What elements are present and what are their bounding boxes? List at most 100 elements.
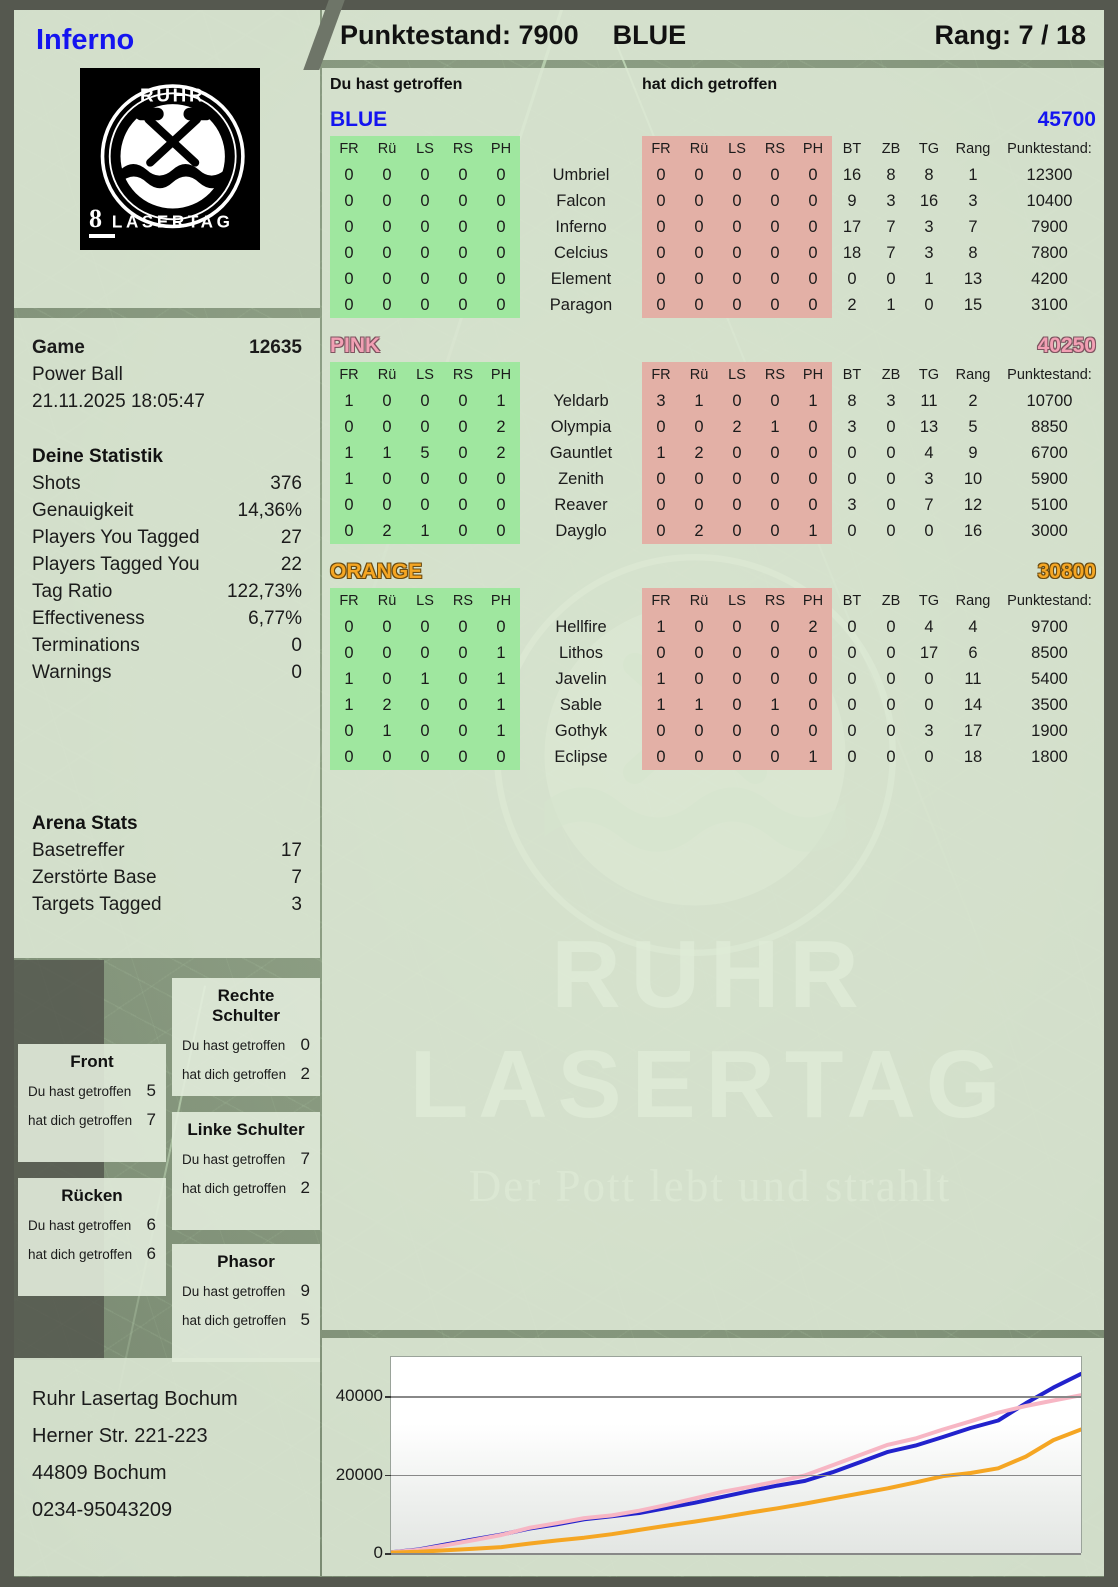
team-table-orange: FR Rü LS RS PH FR Rü LS RS PH BT ZB TG Rang Punktestan… <box>330 588 1101 770</box>
address-line: Ruhr Lasertag Bochum <box>32 1388 238 1410</box>
stat-zb: 3 <box>886 191 896 210</box>
col-them-RS: RS <box>756 362 794 388</box>
stat-value: 3 <box>291 894 302 915</box>
stat-bt: 0 <box>847 643 857 662</box>
you-FR: 0 <box>330 492 368 518</box>
table-row[interactable]: 0 0 0 0 0 Paragon 0 0 0 0 0 2 1 0 15 3100 <box>330 292 1101 318</box>
table-row[interactable]: 0 0 0 0 0 Falcon 0 0 0 0 0 9 3 16 3 10400 <box>330 188 1101 214</box>
chart-series-svg <box>391 1357 1081 1553</box>
them-FR: 0 <box>642 640 680 666</box>
them-FR: 0 <box>642 518 680 544</box>
stat-rang: 11 <box>964 669 982 688</box>
stat-bt: 0 <box>847 669 857 688</box>
chart-series-orange <box>391 1430 1081 1553</box>
you-FR: 1 <box>330 466 368 492</box>
you-FR: 0 <box>330 640 368 666</box>
zone-you-row: Du hast getroffen 9 <box>182 1281 310 1301</box>
game-id: 12635 <box>249 337 302 358</box>
them-PH: 1 <box>794 744 832 770</box>
stat-bt: 2 <box>847 295 857 314</box>
table-row[interactable]: 1 0 1 0 1 Javelin 1 0 0 0 0 0 0 0 11 5400 <box>330 666 1101 692</box>
them-Rü: 0 <box>680 292 718 318</box>
col-you-FR: FR <box>330 588 368 614</box>
stat-bt: 16 <box>842 165 862 184</box>
you-Rü: 2 <box>368 692 406 718</box>
table-row[interactable]: 0 2 1 0 0 Dayglo 0 2 0 0 1 0 0 0 16 3000 <box>330 518 1101 544</box>
stat-label: Effectiveness <box>32 608 145 629</box>
table-row[interactable]: 0 0 0 0 0 Celcius 0 0 0 0 0 18 7 3 8 7800 <box>330 240 1101 266</box>
them-Rü: 1 <box>680 692 718 718</box>
you-PH: 0 <box>482 614 520 640</box>
arena-stat-row: Zerstörte Base 7 <box>32 867 302 889</box>
stat-rang: 6 <box>968 643 978 662</box>
you-RS: 0 <box>444 388 482 414</box>
stat-label: Players You Tagged <box>32 527 200 548</box>
you-RS: 0 <box>444 440 482 466</box>
them-FR: 0 <box>642 414 680 440</box>
you-PH: 0 <box>482 466 520 492</box>
them-PH: 0 <box>794 162 832 188</box>
player-score: 5400 <box>1031 669 1068 688</box>
table-row[interactable]: 0 0 0 0 0 Hellfire 1 0 0 0 2 0 0 4 4 9700 <box>330 614 1101 640</box>
stat-bt: 18 <box>842 243 862 262</box>
table-row[interactable]: 0 0 0 0 2 Olympia 0 0 2 1 0 3 0 13 5 8850 <box>330 414 1101 440</box>
chart-gridline <box>391 1474 1081 1477</box>
them-LS: 0 <box>718 614 756 640</box>
arena-stat-row: Basetreffer 17 <box>32 840 302 862</box>
you-Rü: 0 <box>368 162 406 188</box>
table-row[interactable]: 0 0 0 0 0 Element 0 0 0 0 0 0 0 1 13 4200 <box>330 266 1101 292</box>
table-header-row: FR Rü LS RS PH FR Rü LS RS PH BT ZB TG Rang Punktestan… <box>330 362 1101 388</box>
you-FR: 0 <box>330 718 368 744</box>
zone-them-label: hat dich getroffen <box>182 1180 287 1196</box>
address-lines: Ruhr Lasertag Bochum Herner Str. 221-223 4… <box>32 1388 302 1522</box>
table-row[interactable]: 1 1 5 0 2 Gauntlet 1 2 0 0 0 0 0 4 9 6700 <box>330 440 1101 466</box>
zone-them-row: hat dich getroffen 6 <box>28 1244 156 1264</box>
table-row[interactable]: 0 0 0 0 0 Umbriel 0 0 0 0 0 16 8 8 1 12300 <box>330 162 1101 188</box>
you-PH: 1 <box>482 718 520 744</box>
zone-them-value: 2 <box>300 1064 310 1083</box>
logo-number-underline <box>89 234 115 238</box>
them-LS: 0 <box>718 666 756 692</box>
body-zone-rechte-schulter: Rechte Schulter Du hast getroffen 0 hat dic… <box>172 978 320 1096</box>
you-PH: 0 <box>482 240 520 266</box>
stat-zb: 8 <box>886 165 896 184</box>
personal-stat-row: Terminations 0 <box>32 635 302 657</box>
them-FR: 0 <box>642 214 680 240</box>
you-FR: 1 <box>330 692 368 718</box>
col-you-Rü: Rü <box>368 136 406 162</box>
table-row[interactable]: 0 0 0 0 0 Eclipse 0 0 0 0 1 0 0 0 18 1800 <box>330 744 1101 770</box>
col-them-FR: FR <box>642 136 680 162</box>
zone-you-label: Du hast getroffen <box>182 1037 286 1053</box>
player-score: 1900 <box>1031 721 1068 740</box>
table-row[interactable]: 0 0 0 0 0 Inferno 0 0 0 0 0 17 7 3 7 7900 <box>330 214 1101 240</box>
stat-tg: 1 <box>924 269 934 288</box>
col-you-FR: FR <box>330 362 368 388</box>
logo-number: 8 <box>89 206 115 238</box>
zone-them-value: 7 <box>146 1110 156 1129</box>
table-row[interactable]: 1 2 0 0 1 Sable 1 1 0 1 0 0 0 0 14 3500 <box>330 692 1101 718</box>
table-row[interactable]: 0 0 0 0 1 Lithos 0 0 0 0 0 0 0 17 6 8500 <box>330 640 1101 666</box>
them-FR: 0 <box>642 744 680 770</box>
game-header: Game 12635 <box>32 337 302 359</box>
you-LS: 0 <box>406 266 444 292</box>
you-LS: 1 <box>406 666 444 692</box>
you-Rü: 1 <box>368 440 406 466</box>
you-LS: 0 <box>406 162 444 188</box>
svg-text:LASERTAG: LASERTAG <box>112 212 234 231</box>
you-Rü: 0 <box>368 640 406 666</box>
table-row[interactable]: 0 0 0 0 0 Reaver 0 0 0 0 0 3 0 7 12 5100 <box>330 492 1101 518</box>
them-RS: 0 <box>756 492 794 518</box>
table-row[interactable]: 1 0 0 0 0 Zenith 0 0 0 0 0 0 0 3 10 5900 <box>330 466 1101 492</box>
table-row[interactable]: 1 0 0 0 1 Yeldarb 3 1 0 0 1 8 3 11 2 10700 <box>330 388 1101 414</box>
spacer-1 <box>32 418 302 440</box>
table-row[interactable]: 0 1 0 0 1 Gothyk 0 0 0 0 0 0 0 3 17 1900 <box>330 718 1101 744</box>
you-PH: 2 <box>482 440 520 466</box>
them-RS: 0 <box>756 614 794 640</box>
stat-value: 14,36% <box>237 500 302 521</box>
them-LS: 0 <box>718 692 756 718</box>
player-score: 12300 <box>1026 165 1073 184</box>
them-Rü: 0 <box>680 414 718 440</box>
stat-rang: 1 <box>968 165 978 184</box>
stat-value: 22 <box>280 554 302 575</box>
you-RS: 0 <box>444 292 482 318</box>
